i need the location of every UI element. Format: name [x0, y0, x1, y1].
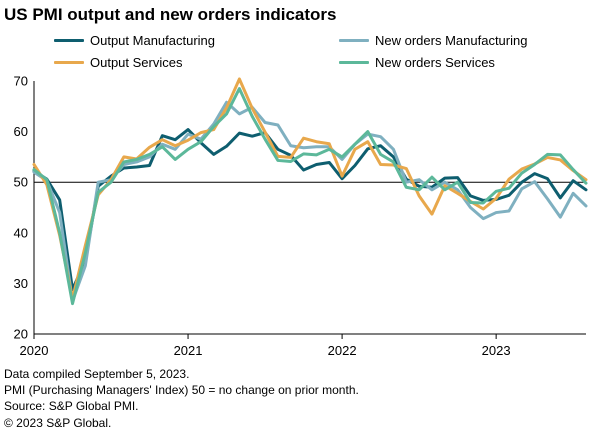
y-tick-label-40: 40	[14, 225, 28, 240]
note-source: Source: S&P Global PMI.	[4, 399, 139, 414]
chart-title: US PMI output and new orders indicators	[4, 5, 337, 24]
note-data-compiled: Data compiled September 5, 2023.	[4, 367, 190, 381]
legend-item-new-orders-services: New orders Services	[339, 55, 495, 70]
legend-swatch-output-services	[54, 61, 84, 64]
legend-item-output-services: Output Services	[54, 55, 183, 70]
series-line-output-services	[32, 77, 588, 301]
chart-notes: Data compiled September 5, 2023. PMI (Pu…	[4, 366, 359, 431]
x-tick-label-2023: 2023	[482, 343, 511, 358]
legend-label-new-orders-services: New orders Services	[375, 55, 495, 70]
y-tick-label-50: 50	[14, 175, 28, 190]
legend-label-output-services: Output Services	[90, 55, 183, 70]
legend-swatch-output-manufacturing	[54, 39, 84, 42]
legend-item-output-manufacturing: Output Manufacturing	[54, 33, 215, 48]
series-line-new-orders-services	[32, 87, 588, 306]
note-copyright: © 2023 S&P Global.	[4, 415, 112, 430]
y-tick-label-30: 30	[14, 276, 28, 291]
y-tick-label-70: 70	[14, 74, 28, 89]
legend-label-new-orders-manufacturing: New orders Manufacturing	[375, 33, 528, 48]
legend-swatch-new-orders-manufacturing	[339, 39, 369, 42]
x-tick-label-2020: 2020	[20, 343, 49, 358]
y-tick-label-20: 20	[14, 327, 28, 342]
note-pmi-definition: PMI (Purchasing Managers' Index) 50 = no…	[4, 383, 359, 398]
series-line-new-orders-manufacturing	[32, 100, 588, 303]
x-tick-label-2022: 2022	[328, 343, 357, 358]
legend-label-output-manufacturing: Output Manufacturing	[90, 33, 216, 48]
legend-swatch-new-orders-services	[339, 61, 369, 64]
x-tick-label-2021: 2021	[174, 343, 203, 358]
chart-legend: Output Manufacturing New orders Manufact…	[0, 0, 594, 80]
legend-item-new-orders-manufacturing: New orders Manufacturing	[339, 33, 527, 48]
y-tick-label-60: 60	[14, 124, 28, 139]
